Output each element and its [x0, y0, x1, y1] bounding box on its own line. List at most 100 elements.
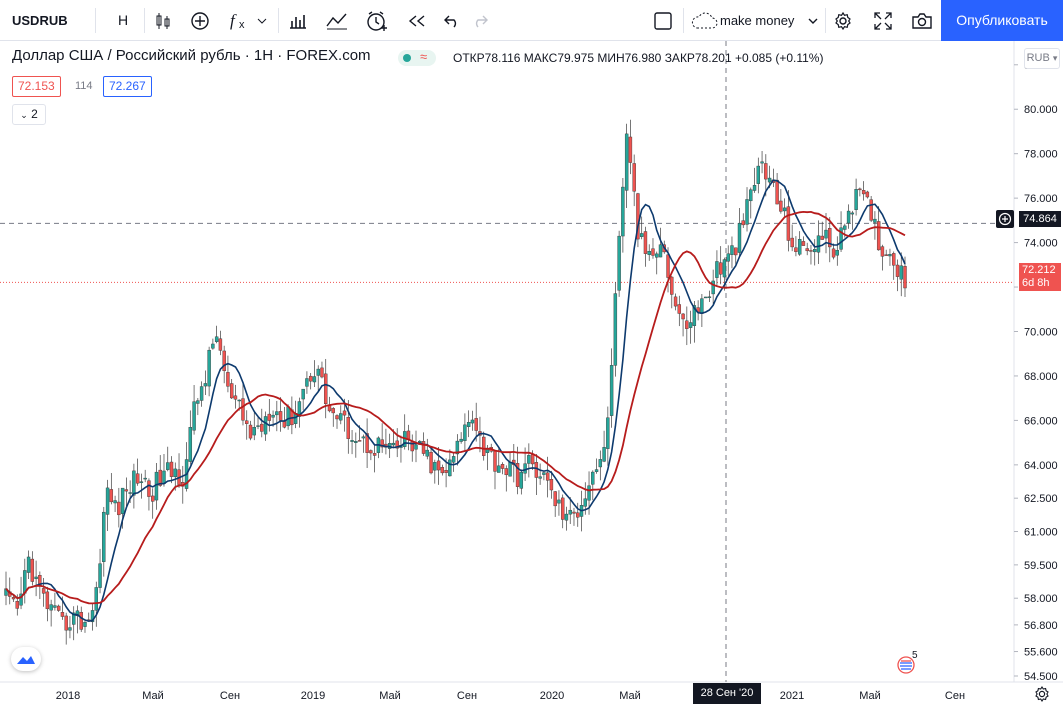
candle	[553, 491, 557, 507]
candle	[188, 427, 193, 462]
currency-selector[interactable]: RUB ▾	[1024, 48, 1060, 69]
candle	[542, 472, 546, 475]
candle	[124, 489, 129, 492]
candle	[241, 398, 245, 421]
compare-icon[interactable]	[287, 8, 309, 34]
candle	[72, 612, 76, 625]
candle	[203, 383, 208, 387]
candle	[508, 461, 512, 477]
candle	[158, 469, 162, 486]
add-alert-plus-icon[interactable]	[996, 210, 1014, 228]
candle	[613, 293, 618, 366]
publish-button[interactable]: Опубликовать	[941, 0, 1063, 41]
tradingview-logo-icon[interactable]	[11, 647, 41, 671]
candle	[670, 276, 674, 295]
market-status-icon[interactable]: ≈	[398, 49, 436, 66]
candle	[752, 185, 757, 191]
news-calendar-icon[interactable]: 5	[896, 650, 922, 675]
candle	[568, 509, 572, 515]
divider	[95, 8, 96, 33]
chevron-down-icon[interactable]	[806, 8, 820, 34]
alert-clock-icon[interactable]	[364, 8, 390, 34]
candle	[745, 199, 749, 225]
candle	[628, 136, 633, 163]
camera-icon[interactable]	[910, 8, 934, 34]
price-tick-label: 74.000	[1024, 238, 1058, 250]
candle	[677, 304, 682, 314]
candle	[632, 163, 636, 192]
price-tick-label: 54.500	[1024, 671, 1058, 683]
candle	[865, 191, 870, 198]
candle	[448, 459, 452, 477]
candle	[222, 350, 226, 372]
candle	[734, 247, 738, 256]
symbol-search[interactable]: USDRUB	[12, 13, 68, 28]
indicators-toggle[interactable]: ⌄ 2	[12, 104, 46, 125]
candle	[609, 365, 614, 416]
time-tick-label: 2018	[56, 690, 80, 702]
candle	[19, 593, 23, 606]
candle	[741, 220, 745, 226]
cloud-icon[interactable]	[690, 8, 718, 34]
add-indicator-icon[interactable]	[188, 8, 212, 34]
candle	[850, 212, 855, 215]
candle	[425, 449, 429, 457]
fullscreen-icon[interactable]	[872, 8, 894, 34]
candle	[286, 406, 290, 427]
candle	[308, 375, 313, 382]
candle	[805, 248, 809, 252]
candle	[876, 221, 881, 251]
candle	[782, 207, 787, 212]
candles-style-icon[interactable]	[153, 8, 173, 34]
svg-text:f: f	[230, 11, 237, 30]
undo-icon[interactable]	[443, 8, 461, 34]
candle	[297, 401, 302, 417]
price-tick-label: 70.000	[1024, 326, 1058, 338]
redo-icon[interactable]	[471, 8, 489, 34]
candle	[109, 489, 114, 503]
candle	[737, 223, 742, 253]
candle	[271, 414, 275, 418]
layout-name[interactable]: make money	[720, 13, 795, 28]
candle	[365, 433, 369, 453]
templates-icon[interactable]	[325, 8, 349, 34]
candle	[617, 235, 621, 291]
candle	[681, 313, 685, 320]
candle	[263, 416, 268, 435]
ma-slow-line	[5, 210, 906, 605]
bid-price-button[interactable]: 72.153	[12, 76, 61, 97]
candle	[248, 424, 253, 439]
candle	[237, 399, 241, 402]
settings-gear-icon[interactable]	[832, 8, 854, 34]
candle	[83, 622, 87, 627]
candle	[790, 237, 794, 248]
candle	[545, 472, 550, 481]
candle	[128, 492, 132, 494]
candle	[557, 499, 561, 504]
candle	[839, 227, 843, 250]
candle	[15, 601, 19, 609]
price-chart[interactable]: 82.00080.00078.00076.00074.00072.00070.0…	[0, 41, 1063, 706]
candle	[361, 436, 366, 439]
candle	[591, 471, 595, 485]
candle	[68, 627, 72, 631]
ma-fast-line	[5, 179, 906, 623]
candle	[226, 372, 230, 387]
replay-icon[interactable]	[407, 8, 427, 34]
candle	[45, 591, 50, 610]
price-tick-label: 64.000	[1024, 460, 1058, 472]
ask-price-button[interactable]: 72.267	[103, 76, 152, 97]
divider	[683, 8, 684, 33]
candle	[214, 336, 219, 342]
candle	[267, 413, 272, 421]
spread-value: 114	[75, 80, 93, 92]
candle	[342, 410, 347, 416]
layout-checkbox-icon[interactable]	[652, 8, 674, 34]
time-tick-label: Май	[859, 690, 881, 702]
time-axis-settings-icon[interactable]	[1033, 685, 1051, 703]
candle	[166, 462, 170, 470]
price-tick-label: 76.000	[1024, 193, 1058, 205]
interval-button[interactable]: Н	[118, 12, 129, 28]
